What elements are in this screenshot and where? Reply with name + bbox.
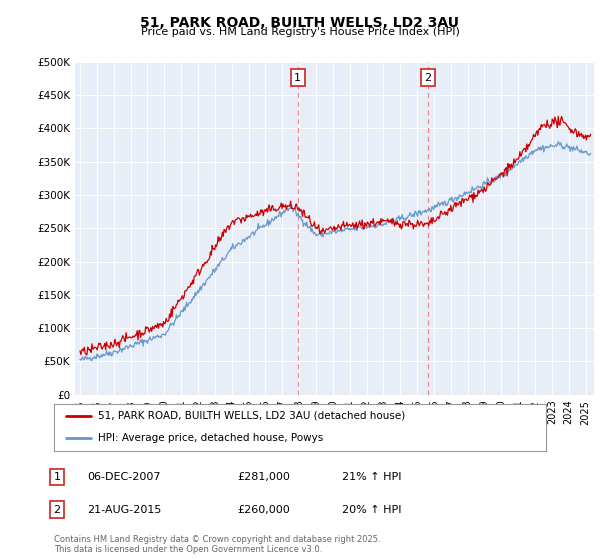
Text: 1: 1 [294, 73, 301, 82]
Text: 2: 2 [53, 505, 61, 515]
Text: 2: 2 [424, 73, 431, 82]
Text: 20% ↑ HPI: 20% ↑ HPI [342, 505, 401, 515]
Text: 1: 1 [53, 472, 61, 482]
Text: 51, PARK ROAD, BUILTH WELLS, LD2 3AU: 51, PARK ROAD, BUILTH WELLS, LD2 3AU [140, 16, 460, 30]
Text: 06-DEC-2007: 06-DEC-2007 [87, 472, 161, 482]
Text: HPI: Average price, detached house, Powys: HPI: Average price, detached house, Powy… [98, 433, 323, 443]
Text: Price paid vs. HM Land Registry's House Price Index (HPI): Price paid vs. HM Land Registry's House … [140, 27, 460, 37]
Text: 21% ↑ HPI: 21% ↑ HPI [342, 472, 401, 482]
Text: Contains HM Land Registry data © Crown copyright and database right 2025.
This d: Contains HM Land Registry data © Crown c… [54, 535, 380, 554]
Text: £281,000: £281,000 [237, 472, 290, 482]
Text: £260,000: £260,000 [237, 505, 290, 515]
Text: 51, PARK ROAD, BUILTH WELLS, LD2 3AU (detached house): 51, PARK ROAD, BUILTH WELLS, LD2 3AU (de… [98, 411, 406, 421]
Text: 21-AUG-2015: 21-AUG-2015 [87, 505, 161, 515]
